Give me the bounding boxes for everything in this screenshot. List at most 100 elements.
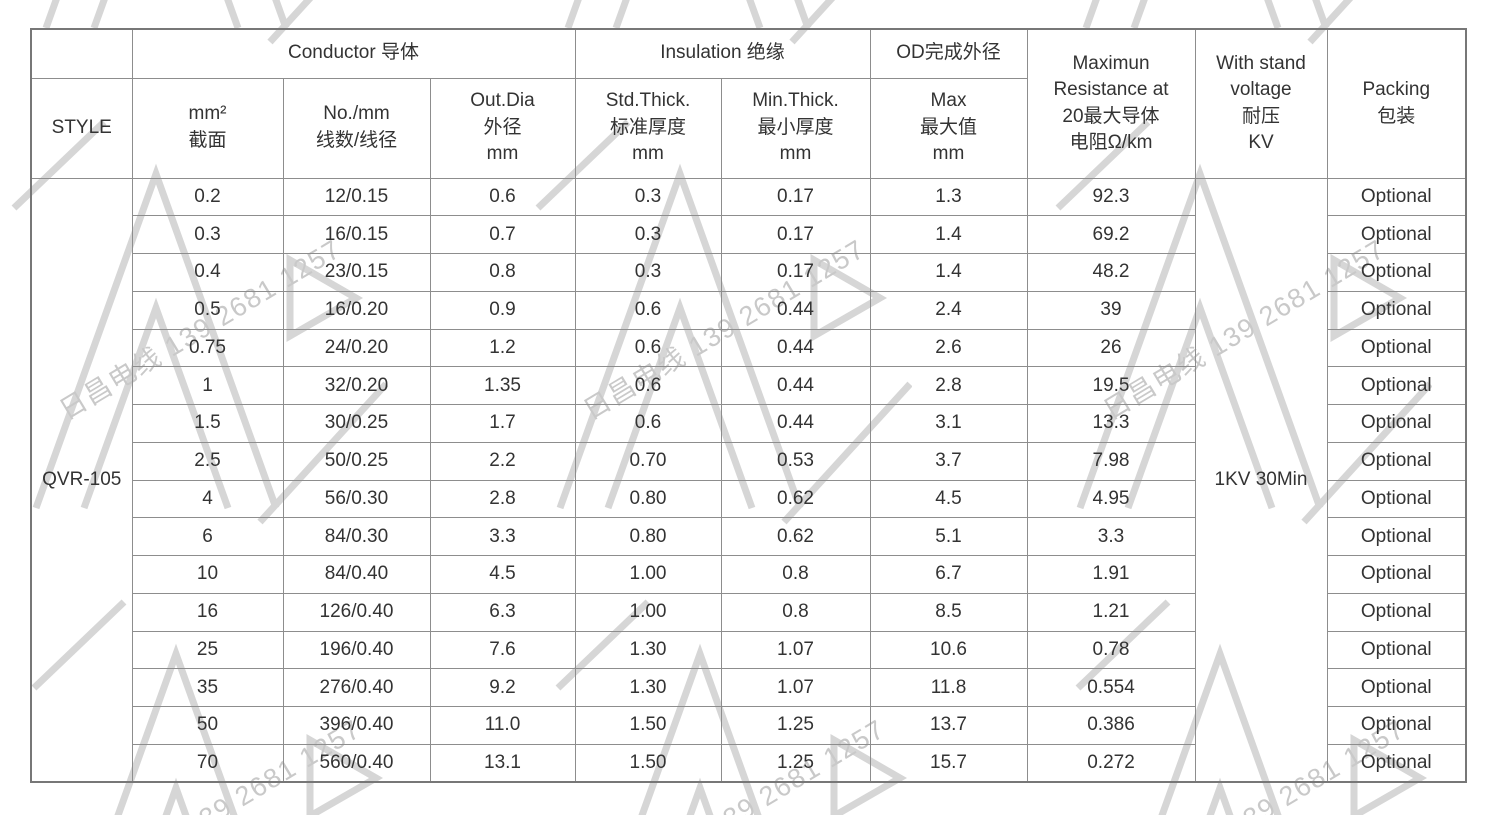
spec-cell: 6.7 — [869, 555, 1028, 594]
spec-cell: 2.2 — [429, 441, 576, 481]
spec-cell: Optional — [1326, 177, 1467, 217]
spec-cell: 1.35 — [429, 366, 576, 405]
spec-cell: 56/0.30 — [282, 479, 431, 519]
spec-cell: 0.272 — [1026, 743, 1196, 783]
spec-cell: 4.95 — [1026, 479, 1196, 519]
spec-cell: 0.386 — [1026, 706, 1196, 745]
spec-cell: 0.8 — [429, 253, 576, 292]
spec-cell: 1.25 — [720, 706, 871, 745]
resistance-header: Maximun Resistance at 20最大导体 电阻Ω/km — [1026, 28, 1196, 179]
spec-cell: 1.25 — [720, 743, 871, 783]
spec-cell: 0.17 — [720, 253, 871, 292]
spec-cell: 1.07 — [720, 630, 871, 670]
spec-cell: Optional — [1326, 555, 1467, 594]
spec-cell: 69.2 — [1026, 215, 1196, 254]
spec-cell: 1.00 — [574, 592, 722, 632]
spec-cell: 4 — [131, 479, 284, 519]
spec-cell: 30/0.25 — [282, 404, 431, 443]
spec-cell: 0.75 — [131, 328, 284, 368]
spec-cell: 0.9 — [429, 290, 576, 330]
spec-cell: 1.5 — [131, 404, 284, 443]
spec-cell: 0.70 — [574, 441, 722, 481]
spec-cell: 276/0.40 — [282, 668, 431, 707]
spec-cell: 16/0.15 — [282, 215, 431, 254]
spec-cell: 12/0.15 — [282, 177, 431, 217]
group-header-row: Conductor 导体 Insulation 绝缘 OD完成外径 Maximu… — [30, 28, 1467, 179]
spec-cell: 0.17 — [720, 215, 871, 254]
spec-cell: 16/0.20 — [282, 290, 431, 330]
spec-cell: 11.0 — [429, 706, 576, 745]
spec-cell: 8.5 — [869, 592, 1028, 632]
spec-cell: 0.8 — [720, 555, 871, 594]
spec-cell: 1.4 — [869, 253, 1028, 292]
spec-cell: 4.5 — [429, 555, 576, 594]
style-value-cell: QVR-105 — [30, 177, 133, 783]
spec-cell: Optional — [1326, 215, 1467, 254]
spec-cell: 0.6 — [574, 328, 722, 368]
spec-cell: 396/0.40 — [282, 706, 431, 745]
spec-cell: 0.6 — [574, 366, 722, 405]
spec-cell: 1.2 — [429, 328, 576, 368]
spec-cell: 0.3 — [131, 215, 284, 254]
spec-cell: 0.7 — [429, 215, 576, 254]
spec-cell: 1.07 — [720, 668, 871, 707]
spec-cell: 6 — [131, 517, 284, 556]
spec-cell: 84/0.30 — [282, 517, 431, 556]
spec-cell: Optional — [1326, 404, 1467, 443]
spec-cell: 25 — [131, 630, 284, 670]
spec-cell: 1 — [131, 366, 284, 405]
spec-cell: 126/0.40 — [282, 592, 431, 632]
spec-cell: Optional — [1326, 517, 1467, 556]
spec-cell: 1.4 — [869, 215, 1028, 254]
spec-cell: 92.3 — [1026, 177, 1196, 217]
spec-cell: 2.6 — [869, 328, 1028, 368]
insulation-group-header: Insulation 绝缘 — [574, 28, 871, 79]
spec-cell: Optional — [1326, 668, 1467, 707]
table-row: 10 84/0.40 4.5 1.00 0.8 6.7 1.91 Optional — [31, 555, 1467, 594]
spec-cell: 0.6 — [429, 177, 576, 217]
spec-cell: 2.4 — [869, 290, 1028, 330]
spec-cell: 0.3 — [574, 215, 722, 254]
spec-cell: 0.53 — [720, 441, 871, 481]
spec-cell: 0.62 — [720, 479, 871, 519]
spec-cell: 6.3 — [429, 592, 576, 632]
mm2-header: mm² 截面 — [131, 77, 284, 179]
spec-cell: 0.3 — [574, 253, 722, 292]
packing-header: Packing 包装 — [1326, 28, 1467, 179]
no-mm-header: No./mm 线数/线径 — [282, 77, 431, 179]
spec-cell: 0.5 — [131, 290, 284, 330]
spec-cell: Optional — [1326, 630, 1467, 670]
spec-cell: 50/0.25 — [282, 441, 431, 481]
spec-cell: Optional — [1326, 366, 1467, 405]
spec-cell: 26 — [1026, 328, 1196, 368]
spec-cell: 0.80 — [574, 479, 722, 519]
spec-cell: 9.2 — [429, 668, 576, 707]
spec-cell: 3.3 — [429, 517, 576, 556]
spec-cell: 13.3 — [1026, 404, 1196, 443]
spec-cell: Optional — [1326, 479, 1467, 519]
spec-cell: 2.8 — [429, 479, 576, 519]
spec-cell: 0.3 — [574, 177, 722, 217]
corner-cell — [30, 28, 133, 79]
voltage-header: With stand voltage 耐压 KV — [1194, 28, 1328, 179]
spec-cell: 32/0.20 — [282, 366, 431, 405]
spec-cell: 3.3 — [1026, 517, 1196, 556]
spec-cell: 24/0.20 — [282, 328, 431, 368]
spec-cell: 1.00 — [574, 555, 722, 594]
min-thick-header: Min.Thick. 最小厚度 mm — [720, 77, 871, 179]
spec-cell: Optional — [1326, 253, 1467, 292]
style-header: STYLE — [30, 77, 133, 179]
spec-cell: 84/0.40 — [282, 555, 431, 594]
od-max-header: Max 最大值 mm — [869, 77, 1028, 179]
spec-cell: 0.44 — [720, 404, 871, 443]
spec-cell: 2.5 — [131, 441, 284, 481]
spec-cell: 560/0.40 — [282, 743, 431, 783]
spec-table: Conductor 导体 Insulation 绝缘 OD完成外径 Maximu… — [30, 28, 1467, 783]
spec-cell: Optional — [1326, 441, 1467, 481]
spec-cell: 3.1 — [869, 404, 1028, 443]
spec-cell: 1.91 — [1026, 555, 1196, 594]
spec-cell: 0.78 — [1026, 630, 1196, 670]
voltage-value-cell: 1KV 30Min — [1194, 177, 1328, 783]
spec-cell: 4.5 — [869, 479, 1028, 519]
spec-cell: 1.7 — [429, 404, 576, 443]
